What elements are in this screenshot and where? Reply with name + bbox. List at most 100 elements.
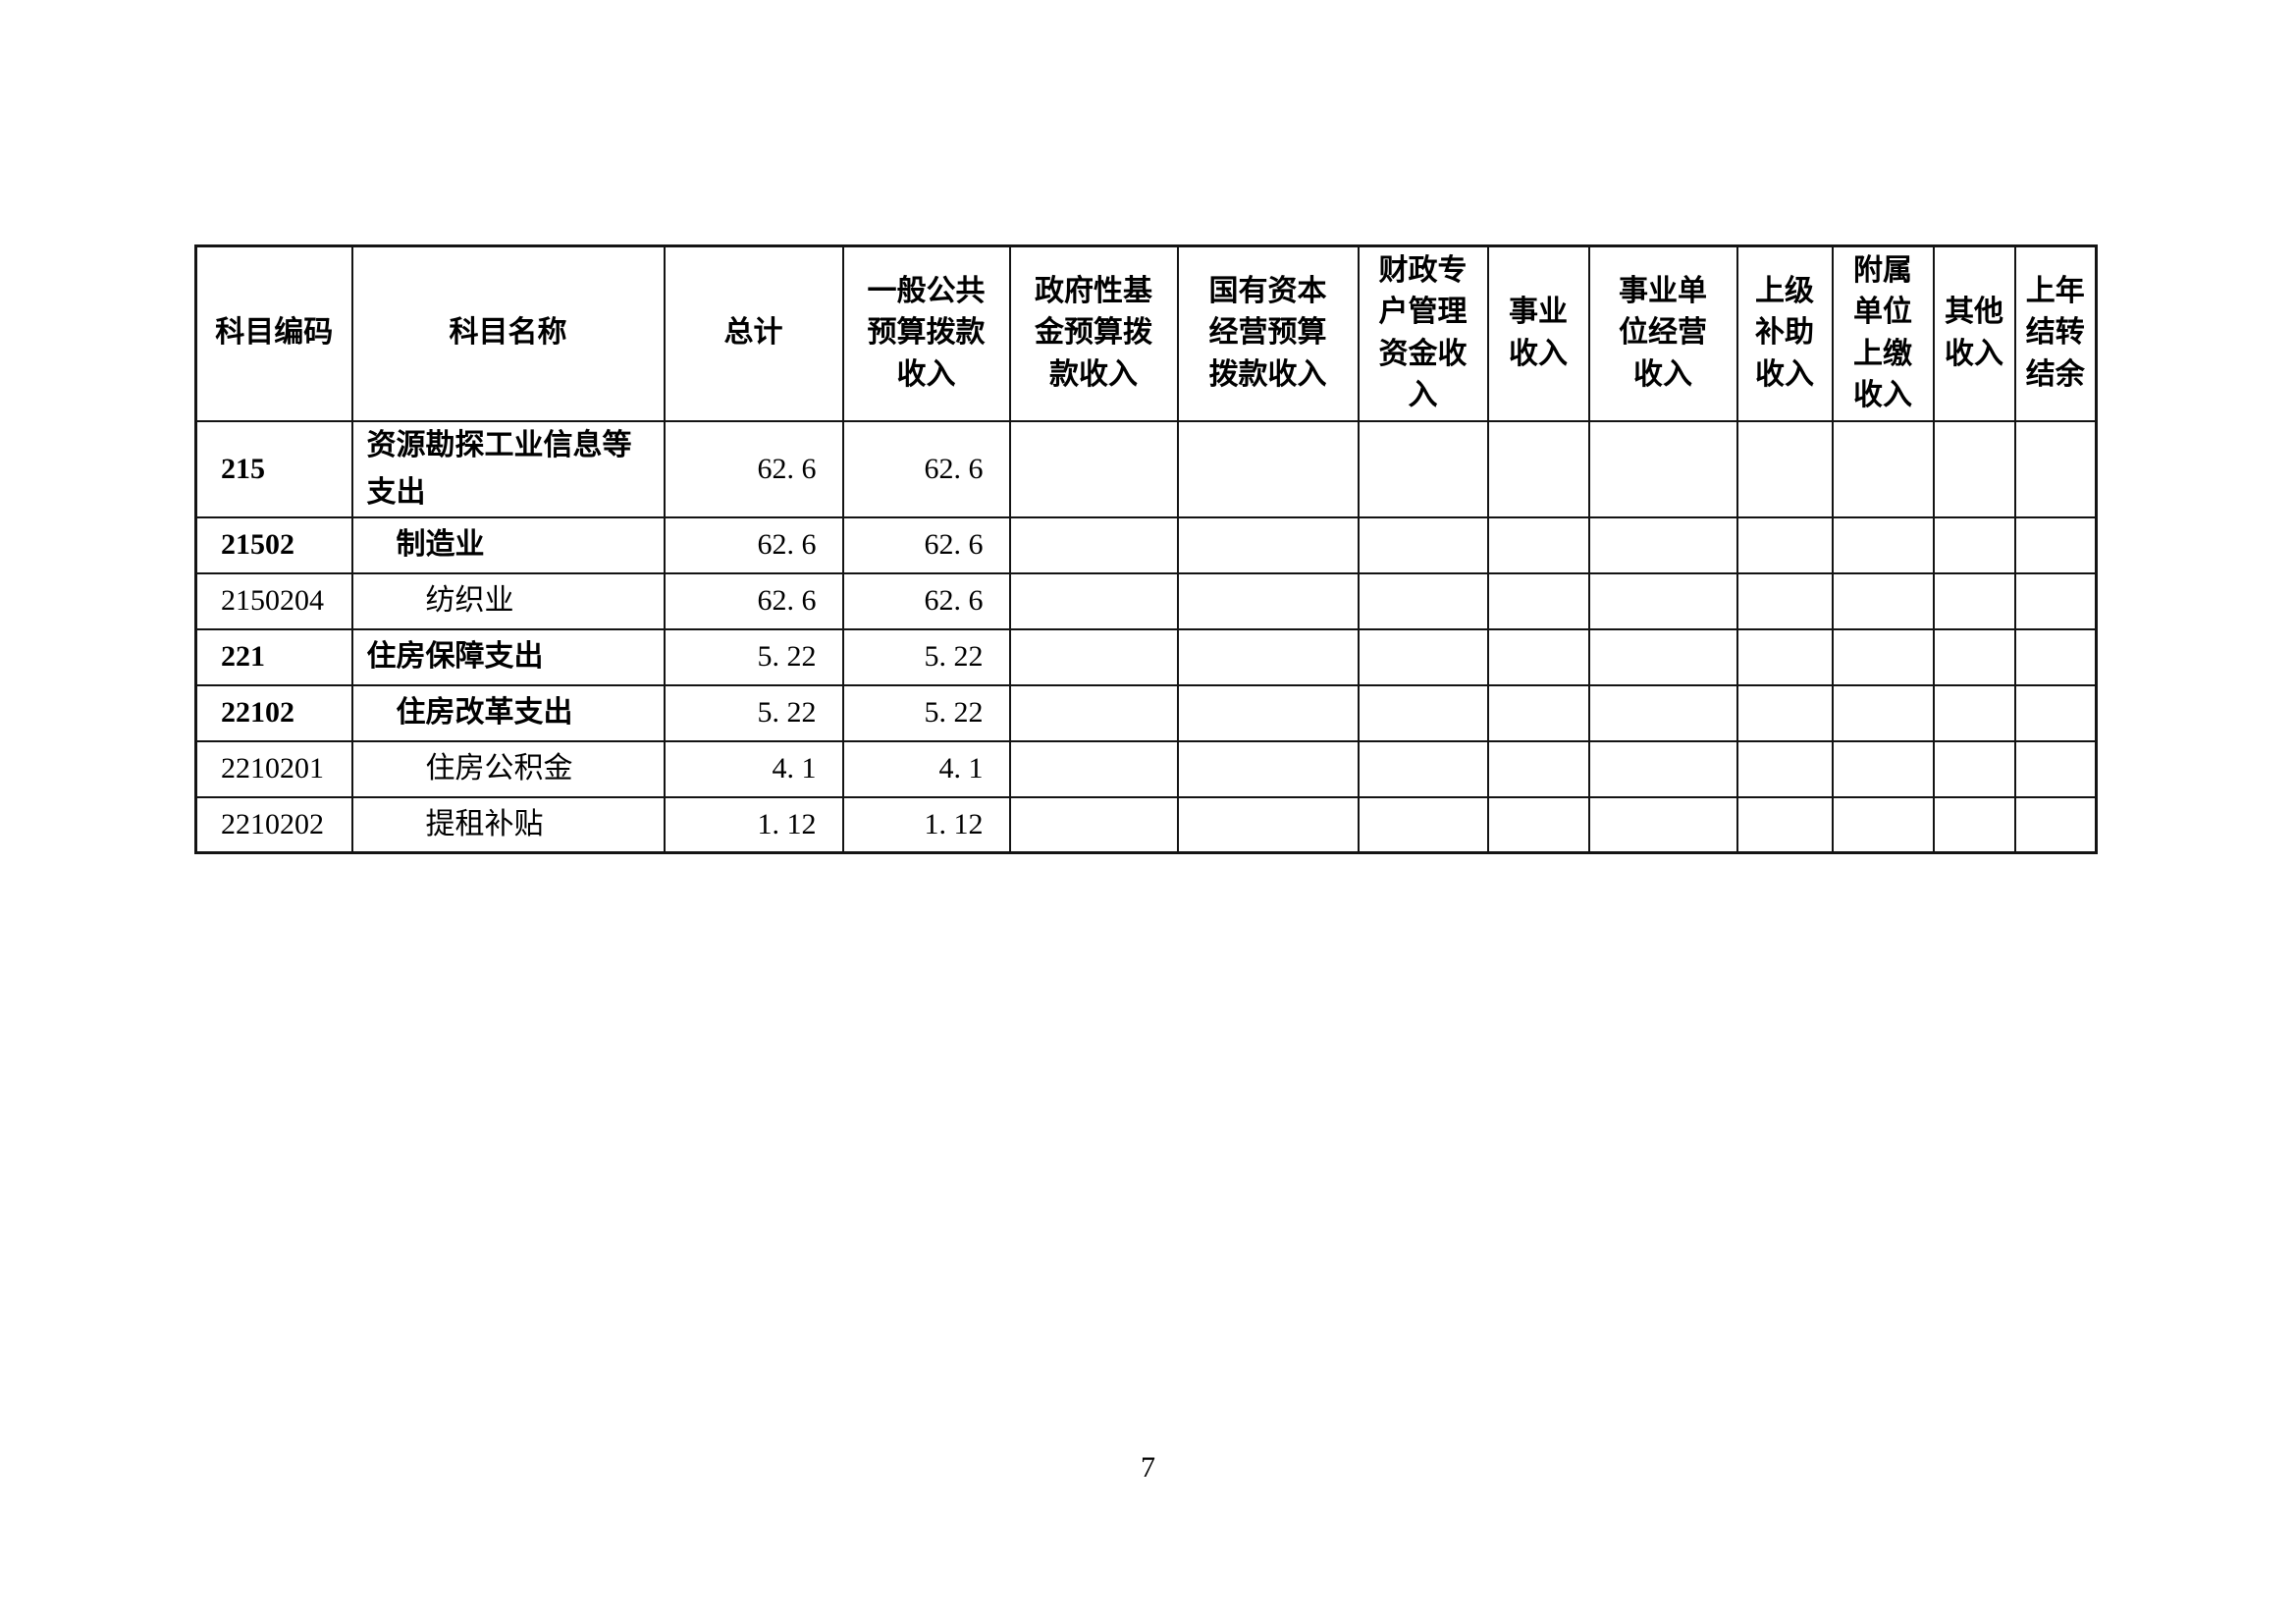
empty-cell [1735,627,1834,686]
empty-cell [1932,571,2016,630]
column-header-government-fund-budget: 政府性基 金预算拨 款收入 [1008,244,1179,422]
column-header-superior-subsidy-income: 上级 补助 收入 [1735,244,1834,422]
empty-cell [1831,739,1935,798]
general-budget-cell: 4. 1 [841,739,1011,798]
general-budget-cell: 1. 12 [841,795,1011,854]
empty-cell [1735,515,1834,574]
empty-cell [1587,419,1738,518]
empty-cell [1008,571,1179,630]
empty-cell [1587,683,1738,742]
empty-cell [1735,683,1834,742]
empty-cell [1932,683,2016,742]
table-row: 215 资源勘探工业信息等 支出 62. 6 62. 6 [194,419,2098,518]
table-row: 2210202 提租补贴 1. 12 1. 12 [194,795,2098,854]
empty-cell [2013,739,2098,798]
column-header-other-income: 其他 收入 [1932,244,2016,422]
subject-code-cell: 22102 [194,683,353,742]
empty-cell [1357,419,1489,518]
empty-cell [1831,627,1935,686]
column-header-fiscal-special-account: 财政专 户管理 资金收 入 [1357,244,1489,422]
column-header-prior-year-carryover: 上年 结转 结余 [2013,244,2098,422]
empty-cell [1176,739,1360,798]
subject-code-cell: 221 [194,627,353,686]
empty-cell [1486,739,1590,798]
empty-cell [1932,795,2016,854]
subject-name-cell: 资源勘探工业信息等 支出 [350,419,666,518]
empty-cell [1932,515,2016,574]
subject-name-cell: 制造业 [350,515,666,574]
empty-cell [1357,515,1489,574]
subject-name-cell: 提租补贴 [350,795,666,854]
column-header-business-unit-operating-income: 事业单 位经营 收入 [1587,244,1738,422]
subject-code-cell: 2210202 [194,795,353,854]
empty-cell [1735,419,1834,518]
empty-cell [1831,795,1935,854]
empty-cell [1176,795,1360,854]
total-cell: 4. 1 [663,739,844,798]
total-cell: 62. 6 [663,419,844,518]
empty-cell [1587,515,1738,574]
table-row: 2150204 纺织业 62. 6 62. 6 [194,571,2098,630]
empty-cell [1831,515,1935,574]
empty-cell [1486,795,1590,854]
empty-cell [1831,419,1935,518]
empty-cell [2013,683,2098,742]
empty-cell [1831,683,1935,742]
empty-cell [1176,515,1360,574]
subject-code-cell: 2150204 [194,571,353,630]
empty-cell [2013,571,2098,630]
total-cell: 5. 22 [663,683,844,742]
total-cell: 1. 12 [663,795,844,854]
column-header-general-public-budget: 一般公共 预算拨款 收入 [841,244,1011,422]
empty-cell [2013,795,2098,854]
empty-cell [1008,515,1179,574]
empty-cell [1932,419,2016,518]
empty-cell [1008,627,1179,686]
general-budget-cell: 5. 22 [841,627,1011,686]
empty-cell [1357,683,1489,742]
budget-income-table: 科目编码 科目名称 总计 一般公共 预算拨款 收入 政府性基 金预算拨 款收入 … [194,244,2098,854]
general-budget-cell: 62. 6 [841,515,1011,574]
empty-cell [1587,739,1738,798]
column-header-subject-name: 科目名称 [350,244,666,422]
empty-cell [1486,571,1590,630]
column-header-subject-code: 科目编码 [194,244,353,422]
table-row: 22102 住房改革支出 5. 22 5. 22 [194,683,2098,742]
empty-cell [1486,627,1590,686]
general-budget-cell: 5. 22 [841,683,1011,742]
empty-cell [1587,627,1738,686]
subject-name-cell: 住房公积金 [350,739,666,798]
subject-code-cell: 2210201 [194,739,353,798]
empty-cell [1932,739,2016,798]
table-row: 21502 制造业 62. 6 62. 6 [194,515,2098,574]
empty-cell [1486,683,1590,742]
empty-cell [1932,627,2016,686]
empty-cell [1735,739,1834,798]
total-cell: 62. 6 [663,571,844,630]
empty-cell [1587,571,1738,630]
subject-code-cell: 215 [194,419,353,518]
empty-cell [1176,627,1360,686]
empty-cell [1008,795,1179,854]
empty-cell [1357,571,1489,630]
subject-name-cell: 住房改革支出 [350,683,666,742]
empty-cell [1008,739,1179,798]
empty-cell [2013,515,2098,574]
empty-cell [1735,571,1834,630]
column-header-business-income: 事业 收入 [1486,244,1590,422]
empty-cell [1008,419,1179,518]
column-header-total: 总计 [663,244,844,422]
empty-cell [1176,419,1360,518]
page-number: 7 [1141,1451,1155,1484]
table-row: 221 住房保障支出 5. 22 5. 22 [194,627,2098,686]
empty-cell [1831,571,1935,630]
empty-cell [1486,419,1590,518]
column-header-affiliated-unit-remittance: 附属 单位 上缴 收入 [1831,244,1935,422]
column-header-state-capital-budget: 国有资本 经营预算 拨款收入 [1176,244,1360,422]
total-cell: 5. 22 [663,627,844,686]
empty-cell [1486,515,1590,574]
empty-cell [1176,683,1360,742]
table-header-row: 科目编码 科目名称 总计 一般公共 预算拨款 收入 政府性基 金预算拨 款收入 … [194,244,2098,422]
empty-cell [1008,683,1179,742]
empty-cell [2013,419,2098,518]
